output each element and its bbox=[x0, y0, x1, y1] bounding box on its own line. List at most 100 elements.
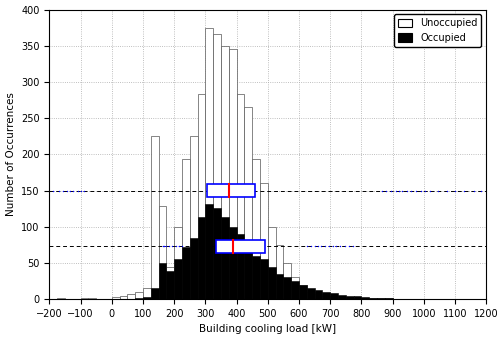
Point bbox=[307, 243, 315, 249]
Point bbox=[318, 243, 326, 249]
Bar bbox=[276, 245, 283, 299]
Bar bbox=[182, 247, 190, 299]
Bar bbox=[151, 136, 159, 299]
Bar bbox=[236, 234, 244, 299]
Bar bbox=[143, 297, 151, 299]
Bar bbox=[252, 159, 260, 299]
Point bbox=[477, 188, 485, 193]
X-axis label: Building cooling load [kW]: Building cooling load [kW] bbox=[199, 324, 336, 335]
Point bbox=[321, 243, 329, 249]
Bar bbox=[207, 184, 256, 197]
Bar bbox=[229, 227, 236, 299]
Bar bbox=[354, 298, 361, 299]
Point bbox=[341, 243, 349, 249]
Point bbox=[159, 243, 167, 249]
Bar bbox=[166, 271, 174, 299]
Point bbox=[329, 243, 337, 249]
Bar bbox=[291, 281, 299, 299]
Bar bbox=[361, 297, 369, 299]
Point bbox=[345, 243, 353, 249]
Bar bbox=[276, 274, 283, 299]
Bar bbox=[112, 297, 119, 299]
Point bbox=[77, 188, 85, 193]
Bar bbox=[283, 263, 291, 299]
Point bbox=[460, 188, 468, 193]
Point bbox=[417, 188, 425, 193]
Bar bbox=[330, 296, 338, 299]
Bar bbox=[221, 46, 229, 299]
Bar bbox=[346, 295, 354, 299]
Bar bbox=[323, 295, 330, 299]
Bar bbox=[174, 227, 182, 299]
Point bbox=[387, 188, 395, 193]
Point bbox=[470, 188, 478, 193]
Bar bbox=[159, 263, 166, 299]
Bar bbox=[268, 227, 276, 299]
Bar bbox=[151, 288, 159, 299]
Legend: Unoccupied, Occupied: Unoccupied, Occupied bbox=[394, 14, 481, 47]
Point bbox=[59, 188, 68, 193]
Bar bbox=[213, 208, 221, 299]
Point bbox=[403, 188, 411, 193]
Bar bbox=[135, 292, 143, 299]
Point bbox=[66, 188, 74, 193]
Bar bbox=[330, 293, 338, 299]
Bar bbox=[213, 34, 221, 299]
Bar bbox=[143, 288, 151, 299]
Point bbox=[80, 188, 88, 193]
Point bbox=[168, 243, 176, 249]
Point bbox=[451, 188, 459, 193]
Point bbox=[382, 188, 390, 193]
Point bbox=[336, 243, 344, 249]
Bar bbox=[182, 159, 190, 299]
Point bbox=[392, 188, 400, 193]
Bar bbox=[307, 292, 314, 299]
Bar bbox=[128, 294, 135, 299]
Point bbox=[162, 243, 170, 249]
Bar bbox=[346, 298, 354, 299]
Bar bbox=[221, 217, 229, 299]
Point bbox=[443, 188, 451, 193]
Point bbox=[310, 243, 319, 249]
Point bbox=[421, 188, 429, 193]
Bar bbox=[216, 240, 265, 253]
Bar bbox=[338, 297, 346, 299]
Point bbox=[377, 188, 386, 193]
Bar bbox=[229, 49, 236, 299]
Point bbox=[74, 188, 82, 193]
Bar bbox=[190, 238, 198, 299]
Bar bbox=[236, 94, 244, 299]
Point bbox=[55, 188, 63, 193]
Y-axis label: Number of Occurrences: Number of Occurrences bbox=[6, 92, 16, 216]
Bar bbox=[299, 285, 307, 299]
Bar bbox=[307, 288, 314, 299]
Point bbox=[434, 188, 442, 193]
Point bbox=[407, 188, 415, 193]
Point bbox=[314, 243, 323, 249]
Point bbox=[395, 188, 403, 193]
Bar bbox=[244, 107, 252, 299]
Point bbox=[398, 188, 406, 193]
Point bbox=[426, 188, 434, 193]
Bar bbox=[206, 28, 213, 299]
Bar bbox=[377, 298, 385, 299]
Point bbox=[175, 243, 183, 249]
Point bbox=[178, 243, 186, 249]
Point bbox=[412, 188, 420, 193]
Bar bbox=[159, 206, 166, 299]
Bar bbox=[166, 267, 174, 299]
Bar bbox=[190, 136, 198, 299]
Bar bbox=[198, 94, 206, 299]
Point bbox=[48, 188, 56, 193]
Bar bbox=[252, 256, 260, 299]
Point bbox=[62, 188, 71, 193]
Point bbox=[303, 243, 311, 249]
Bar bbox=[119, 295, 128, 299]
Point bbox=[332, 243, 340, 249]
Bar bbox=[299, 285, 307, 299]
Bar bbox=[369, 298, 377, 299]
Bar bbox=[291, 277, 299, 299]
Bar bbox=[198, 217, 206, 299]
Point bbox=[160, 243, 168, 249]
Bar bbox=[283, 277, 291, 299]
